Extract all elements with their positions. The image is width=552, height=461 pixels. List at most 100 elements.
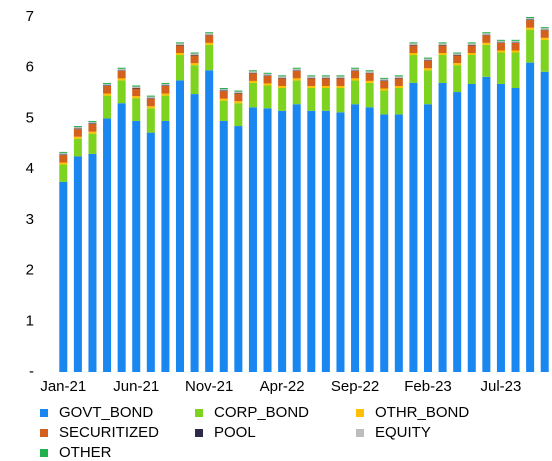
bar-segment: [248, 107, 257, 373]
bar-segment: [307, 76, 316, 78]
y-tick-label: -: [29, 363, 34, 380]
bar-segment: [453, 55, 462, 64]
bar-segment: [526, 62, 535, 373]
bar-segment: [234, 101, 243, 104]
bar-segment: [526, 18, 535, 20]
bar-segment: [263, 72, 272, 74]
bar-segment: [380, 114, 389, 372]
bar-segment: [117, 78, 126, 81]
bar-segment: [307, 110, 316, 373]
bar-segment: [307, 77, 316, 79]
legend-swatch: [356, 409, 364, 417]
bar-segment: [73, 129, 82, 137]
bar-segment: [394, 75, 403, 77]
bar-segment: [394, 77, 403, 79]
bar-segment: [88, 131, 97, 134]
bar-segment: [511, 39, 520, 41]
bar-segment: [496, 40, 505, 43]
legend-swatch: [40, 409, 48, 417]
bar-segment: [263, 73, 272, 76]
legend-label: POOL: [214, 424, 256, 441]
bar-segment: [496, 39, 505, 41]
bar-segment: [467, 83, 476, 372]
bar-segment: [336, 77, 345, 79]
bar-segment: [423, 60, 433, 61]
bar-segment: [205, 42, 214, 45]
bar-segment: [540, 30, 549, 38]
bar-segment: [132, 98, 141, 121]
bar-segment: [278, 75, 287, 77]
bar-segment: [73, 156, 82, 372]
bar-segment: [351, 78, 360, 81]
bar-segment: [161, 120, 170, 372]
x-tick-label: Nov-21: [185, 378, 233, 395]
legend-label: OTHER: [59, 444, 112, 461]
bar-segment: [394, 76, 403, 78]
bar-segment: [219, 98, 228, 101]
bar-segment: [307, 85, 316, 88]
bar-segment: [117, 68, 126, 71]
bar-segment: [482, 32, 491, 34]
bar-segment: [453, 92, 462, 373]
bar-segment: [394, 88, 403, 115]
bar-segment: [205, 33, 214, 35]
bar-segment: [336, 78, 345, 86]
bar-segment: [234, 93, 243, 94]
bar-segment: [540, 28, 549, 30]
bar-segment: [146, 108, 155, 133]
bar-segment: [248, 73, 257, 81]
x-tick-label: Jul-23: [481, 378, 522, 395]
bar-segment: [103, 83, 112, 86]
bar-segment: [278, 110, 287, 373]
bar-segment: [526, 19, 535, 21]
bar-segment: [161, 85, 170, 86]
bar-segment: [103, 85, 112, 94]
bar-segment: [467, 53, 476, 56]
bar-segment: [496, 83, 505, 372]
bar-segment: [205, 32, 214, 34]
bar-segment: [496, 52, 505, 84]
bar-segment: [511, 50, 520, 53]
bar-segment: [190, 53, 199, 56]
bar-segment: [175, 80, 185, 373]
bar-segment: [234, 93, 243, 102]
bar-segment: [511, 52, 520, 88]
bar-segment: [365, 70, 374, 72]
bar-segment: [453, 55, 462, 56]
bar-segment: [292, 80, 301, 105]
bar-segment: [380, 77, 389, 79]
bar-segment: [103, 82, 112, 84]
bar-segment: [321, 78, 330, 86]
bar-segment: [496, 42, 505, 43]
bar-segment: [380, 88, 389, 91]
bar-segment: [73, 126, 82, 128]
bar-segment: [103, 118, 112, 372]
bar-segment: [117, 67, 126, 69]
bar-segment: [263, 75, 272, 84]
bar-segment: [248, 80, 257, 83]
bar-segment: [394, 85, 403, 88]
bar-segment: [307, 78, 316, 86]
bar-segment: [132, 120, 141, 372]
bar-segment: [423, 104, 433, 372]
bar-segment: [161, 95, 170, 121]
bar-segment: [467, 44, 476, 46]
bar-segment: [511, 40, 520, 43]
bar-segment: [161, 83, 170, 86]
bar-segment: [103, 93, 112, 96]
bar-segment: [423, 57, 433, 59]
bar-segment: [132, 85, 141, 87]
bar-segment: [409, 55, 418, 83]
bar-segment: [307, 75, 316, 77]
bar-segment: [438, 53, 447, 56]
bar-segment: [438, 82, 447, 372]
bar-segment: [321, 77, 330, 79]
bar-segment: [175, 45, 185, 54]
bar-segment: [190, 94, 199, 372]
bar-segment: [409, 53, 418, 56]
bar-segment: [365, 80, 374, 83]
bar-segment: [351, 67, 360, 69]
bar-segment: [73, 127, 82, 129]
legend-label: OTHR_BOND: [375, 404, 469, 421]
bar-segment: [365, 71, 374, 73]
